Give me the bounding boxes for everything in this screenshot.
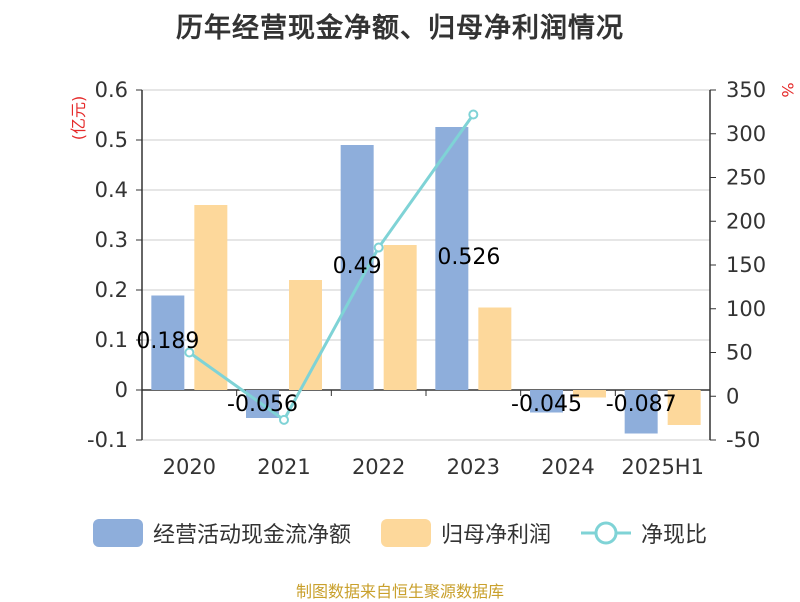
data-label-cashflow: 0.189 [136, 329, 199, 354]
legend-swatch-cashflow [92, 519, 143, 547]
right-tick-label: 50 [726, 341, 753, 365]
x-tick-label: 2020 [163, 455, 216, 479]
bar-net-profit [667, 390, 701, 425]
line-cash-ratio [188, 113, 475, 423]
x-tick-label: 2023 [447, 455, 500, 479]
left-tick-label: 0.6 [95, 78, 128, 102]
bar-cashflow [435, 127, 469, 390]
bar-cashflow [151, 295, 185, 390]
left-tick-label: 0.5 [95, 128, 128, 152]
x-tick-label: 2022 [352, 455, 405, 479]
legend-item-net-profit[interactable]: 归母净利润 [380, 517, 551, 549]
right-tick-label: 200 [726, 209, 766, 233]
right-tick-label: 250 [726, 166, 766, 190]
left-tick-label: -0.1 [87, 428, 128, 452]
bar-net-profit [573, 390, 606, 398]
x-tick-label: 2021 [257, 455, 310, 479]
left-tick-label: 0.4 [95, 178, 128, 202]
left-axis-unit: (亿元) [69, 96, 88, 141]
bar-cashflow [530, 390, 563, 413]
x-tick-label: 2024 [541, 455, 594, 479]
right-tick-label: 350 [726, 78, 766, 102]
left-tick-label: 0.1 [95, 328, 128, 352]
legend-swatch-cash-ratio [581, 521, 631, 545]
legend-swatch-net-profit [380, 519, 431, 547]
legend-item-cashflow[interactable]: 经营活动现金流净额 [92, 517, 351, 549]
right-tick-label: 150 [726, 253, 766, 277]
right-tick-label: 300 [726, 122, 766, 146]
chart-title: 历年经营现金净额、归母净利润情况 [176, 13, 624, 44]
legend-label-net-profit: 归母净利润 [440, 523, 551, 548]
legend-label-cash-ratio: 净现比 [641, 523, 708, 548]
right-tick-label: -50 [726, 428, 760, 452]
legend-item-cash-ratio[interactable]: 净现比 [581, 517, 707, 549]
bar-cashflow [624, 390, 658, 434]
legend-label-cashflow: 经营活动现金流净额 [152, 523, 351, 548]
data-source: 制图数据来自恒生聚源数据库 [295, 582, 504, 601]
left-tick-label: 0.3 [95, 228, 128, 252]
right-tick-label: 100 [726, 297, 766, 321]
right-axis-unit: % [778, 82, 797, 97]
data-label-cashflow: -0.087 [606, 392, 677, 417]
left-tick-label: 0.2 [95, 278, 128, 302]
bar-net-profit [383, 245, 417, 390]
point-cash-ratio [279, 414, 289, 425]
point-cash-ratio [373, 242, 384, 253]
x-tick-label: 2025H1 [621, 455, 704, 479]
bar-net-profit [289, 280, 322, 390]
point-cash-ratio [468, 109, 479, 120]
bar-net-profit [194, 205, 228, 390]
right-tick-label: 0 [726, 384, 739, 408]
legend: 经营活动现金流净额 归母净利润 净现比 [0, 517, 800, 549]
left-tick-label: 0 [115, 378, 128, 402]
data-label-cashflow: -0.045 [511, 392, 582, 417]
point-cash-ratio [184, 347, 195, 358]
data-label-cashflow: 0.526 [437, 245, 500, 270]
bar-net-profit [478, 307, 512, 390]
data-label-cashflow: -0.056 [227, 392, 298, 417]
data-label-cashflow: 0.49 [333, 254, 382, 279]
